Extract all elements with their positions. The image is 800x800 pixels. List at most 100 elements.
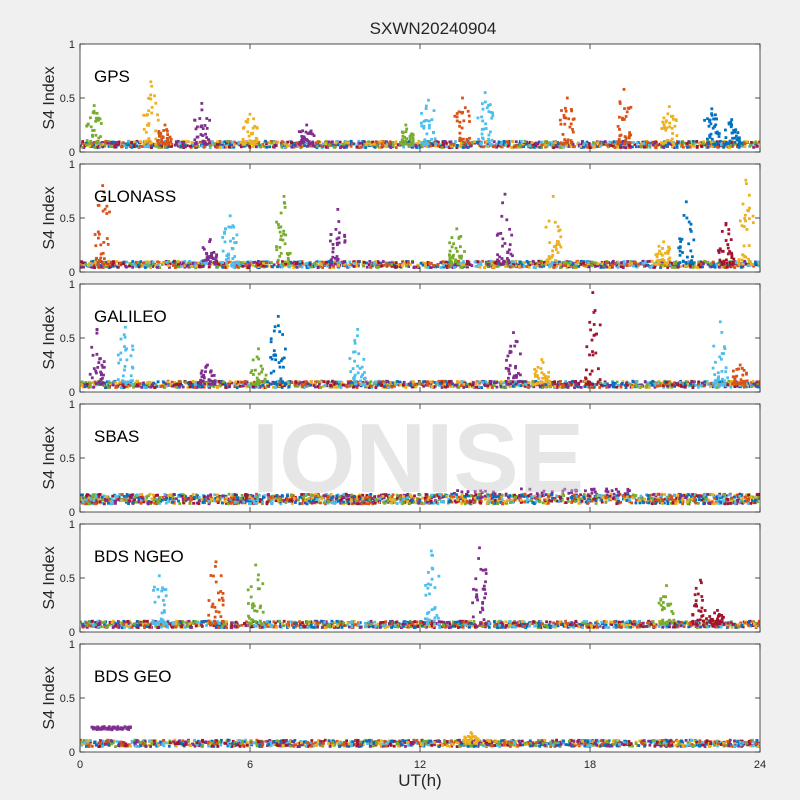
- baseline-point: [374, 386, 378, 389]
- baseline-point: [163, 145, 167, 149]
- baseline-point: [612, 259, 615, 263]
- spike-point: [259, 380, 262, 383]
- spike-peak: [200, 102, 204, 105]
- baseline-point: [522, 264, 526, 268]
- baseline-point: [425, 144, 429, 148]
- baseline-point: [686, 145, 689, 149]
- spike-point: [563, 122, 567, 126]
- baseline-point: [514, 259, 518, 263]
- spike-point: [738, 136, 741, 140]
- baseline-point: [187, 140, 190, 144]
- baseline-point: [414, 144, 418, 147]
- spike-point: [567, 117, 571, 121]
- spike-point: [116, 353, 120, 357]
- spike-point: [119, 337, 123, 341]
- baseline-point: [178, 142, 182, 146]
- spike-point: [85, 139, 89, 142]
- spike-point: [298, 142, 302, 146]
- spike-point: [102, 241, 106, 244]
- spike-point: [277, 226, 281, 229]
- baseline-point: [620, 265, 623, 269]
- spike-point: [672, 143, 675, 146]
- baseline-point: [329, 385, 333, 389]
- baseline-point: [504, 143, 508, 147]
- baseline-point: [471, 383, 474, 387]
- baseline-point: [264, 139, 267, 143]
- spike-point: [689, 249, 693, 253]
- baseline-point: [276, 261, 280, 264]
- baseline-point: [441, 260, 445, 264]
- baseline-point: [691, 140, 695, 143]
- baseline-point: [401, 383, 405, 387]
- spike-point: [654, 253, 658, 257]
- baseline-point: [532, 266, 536, 269]
- baseline-point: [538, 384, 542, 388]
- baseline-point: [453, 383, 457, 387]
- baseline-point: [95, 143, 98, 147]
- baseline-point: [755, 142, 759, 145]
- spike-point: [554, 245, 558, 248]
- baseline-point: [739, 141, 743, 145]
- baseline-point: [590, 260, 594, 264]
- baseline-point: [477, 380, 481, 384]
- baseline-point: [352, 261, 356, 265]
- baseline-point: [370, 261, 373, 265]
- spike-point: [117, 361, 121, 365]
- baseline-point: [630, 262, 634, 265]
- spike-point: [457, 110, 461, 114]
- baseline-point: [649, 266, 652, 269]
- spike-point: [559, 122, 563, 126]
- spike-point: [272, 329, 276, 333]
- baseline-point: [648, 259, 652, 263]
- baseline-point: [161, 261, 165, 265]
- baseline-point: [131, 260, 135, 263]
- baseline-point: [498, 262, 502, 266]
- baseline-point: [90, 143, 93, 147]
- baseline-point: [309, 144, 312, 148]
- baseline-point: [550, 261, 554, 264]
- baseline-point: [716, 381, 720, 385]
- baseline-point: [524, 142, 528, 146]
- baseline-point: [678, 142, 682, 146]
- spike-point: [506, 251, 509, 254]
- spike-point: [709, 122, 713, 126]
- baseline-point: [335, 384, 339, 388]
- spike-peak: [427, 98, 430, 102]
- baseline-point: [251, 145, 255, 148]
- baseline-point: [133, 140, 136, 144]
- baseline-point: [698, 261, 702, 264]
- baseline-point: [248, 144, 251, 148]
- spike-point: [727, 232, 731, 236]
- baseline-point: [417, 265, 420, 268]
- spike-point: [203, 142, 207, 146]
- baseline-point: [287, 385, 291, 389]
- baseline-point: [621, 266, 625, 269]
- baseline-point: [236, 380, 240, 384]
- baseline-point: [241, 265, 245, 268]
- baseline-point: [567, 262, 571, 265]
- baseline-point: [375, 141, 379, 145]
- baseline-point: [135, 144, 139, 148]
- baseline-point: [106, 265, 109, 269]
- spike-point: [668, 247, 671, 251]
- spike-point: [213, 262, 217, 266]
- baseline-point: [418, 145, 422, 149]
- spike-point: [253, 140, 256, 144]
- baseline-point: [450, 265, 453, 269]
- baseline-point: [473, 140, 477, 144]
- baseline-point: [360, 142, 364, 145]
- spike-point: [481, 136, 484, 140]
- baseline-point: [198, 265, 202, 269]
- spike-point: [331, 243, 335, 246]
- baseline-point: [414, 385, 418, 389]
- baseline-point: [646, 381, 649, 385]
- baseline-point: [544, 145, 547, 149]
- baseline-point: [652, 143, 655, 147]
- spike-point: [720, 249, 724, 253]
- spike-point: [150, 141, 153, 145]
- baseline-point: [495, 385, 499, 389]
- baseline-point: [332, 385, 336, 389]
- baseline-point: [673, 385, 677, 388]
- spike-point: [401, 138, 404, 142]
- baseline-point: [424, 265, 428, 269]
